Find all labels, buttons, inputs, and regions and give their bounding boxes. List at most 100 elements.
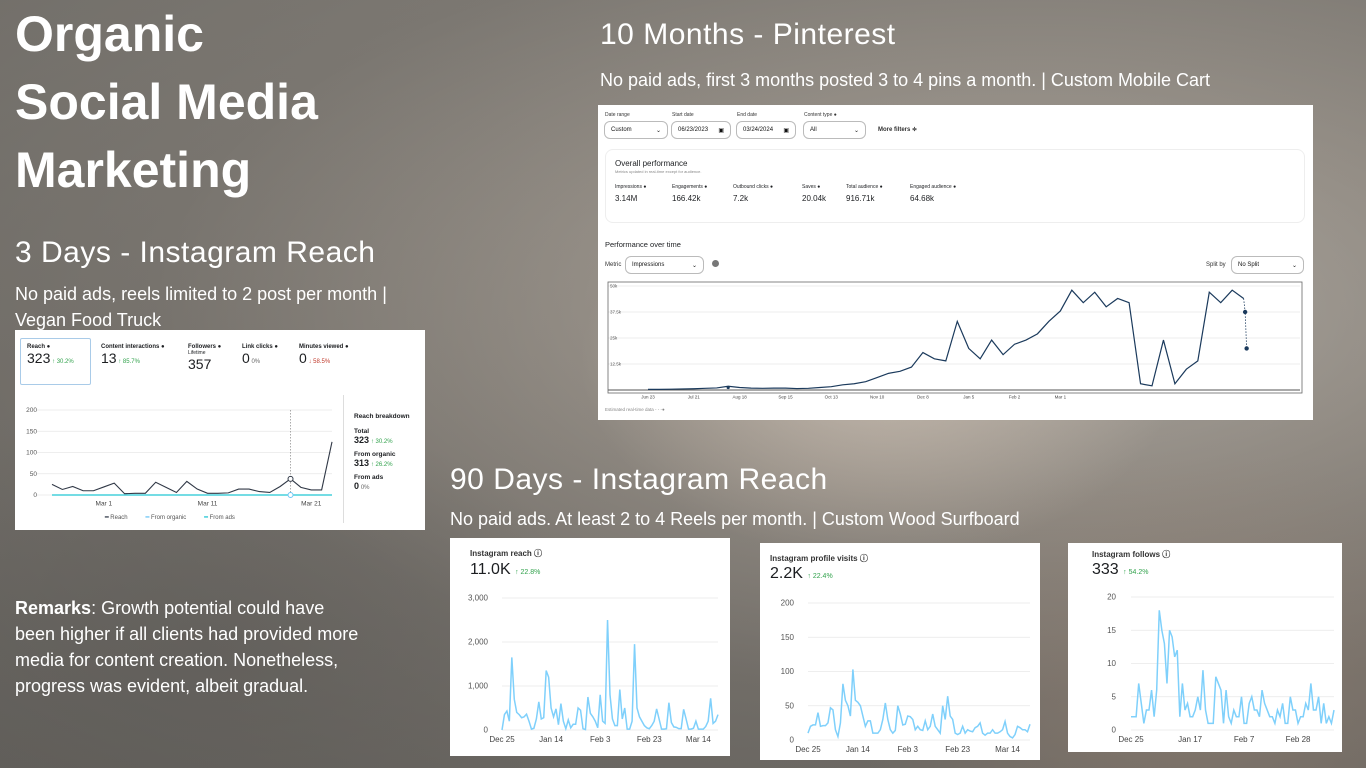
card-value: 333 ↑ 54.2% — [1092, 561, 1149, 578]
content-type-dropdown[interactable]: All ⌄ — [803, 121, 866, 139]
metric-total-audience: Total audience ● 916.71k — [846, 184, 883, 203]
follows-card: Instagram follows ⓘ 333 ↑ 54.2% 0 5 10 15 20… — [1068, 543, 1342, 752]
x-tick-label: Jan 14 — [539, 735, 564, 744]
x-tick-label: Mar 1 — [1055, 395, 1067, 400]
reach-chart-90: 0 1,000 2,000 3,000 Dec 25 Jan 14 Feb 3 Feb 23 M… — [468, 594, 719, 744]
y-tick-label: 0 — [790, 736, 795, 745]
y-tick-label: 50 — [785, 701, 794, 710]
series-impressions — [648, 289, 1244, 390]
card-title: Instagram profile visits ⓘ — [770, 554, 868, 563]
subtitle-line: Vegan Food Truck — [15, 310, 162, 330]
y-tick-label: 10 — [1107, 659, 1116, 668]
metric-label: Metric — [605, 262, 622, 268]
x-tick-label: Feb 3 — [898, 745, 919, 753]
calendar-icon: ▣ — [783, 128, 789, 134]
metric-dropdown[interactable]: Impressions ⌄ — [625, 256, 704, 274]
reach-card: Instagram reach ⓘ 11.0K ↑ 22.8% 0 1,000 2,… — [450, 538, 730, 756]
metric-reach[interactable]: Reach ● 323 ↑ 30.2% — [27, 344, 74, 366]
y-tick-label: 50k — [610, 284, 618, 289]
y-tick-label: 200 — [781, 599, 795, 608]
x-tick-label: Jan 5 — [963, 395, 975, 400]
y-tick-label: 1,000 — [468, 682, 489, 691]
pinterest-subtitle: No paid ads, first 3 months posted 3 to … — [600, 70, 1210, 90]
follows-chart: 0 5 10 15 20 Dec 25 Jan 17 Feb 7 Feb 28 — [1107, 593, 1335, 744]
performance-over-time-title: Performance over time — [605, 240, 681, 249]
remove-metric-icon[interactable] — [712, 260, 719, 267]
series-reach — [51, 441, 333, 495]
x-tick-label: Feb 28 — [1286, 735, 1311, 744]
end-date-input[interactable]: 03/24/2024 ▣ — [736, 121, 796, 139]
overall-performance-card: Overall performance Metrics updated in r… — [605, 149, 1305, 223]
metric-outbound-clicks: Outbound clicks ● 7.2k — [733, 184, 773, 203]
card-value: 11.0K ↑ 22.8% — [470, 561, 541, 578]
title-line: Social Media — [15, 74, 318, 130]
y-tick-label: 100 — [26, 450, 37, 457]
hover-point — [287, 492, 294, 498]
x-tick-label: Mar 11 — [198, 501, 218, 508]
x-tick-label: Feb 2 — [1009, 395, 1021, 400]
series-visits — [807, 669, 1031, 740]
x-tick-label: Aug 18 — [733, 395, 748, 400]
y-tick-label: 150 — [781, 633, 795, 642]
split-by-dropdown[interactable]: No Split ⌄ — [1231, 256, 1304, 274]
metric-minutes-viewed[interactable]: Minutes viewed ● 0 ↓ 58.5% — [299, 344, 349, 366]
reach-metric-selected[interactable] — [20, 338, 91, 385]
metric-engagements: Engagements ● 166.42k — [672, 184, 708, 203]
legend-organic: ━ From organic — [145, 515, 187, 521]
ig90-heading: 90 Days - Instagram Reach — [450, 463, 828, 496]
x-tick-label: Mar 14 — [995, 745, 1020, 753]
reach-breakdown: Reach breakdown Total 323 ↑ 30.2% From or… — [354, 413, 410, 491]
x-tick-label: Dec 25 — [489, 735, 515, 744]
x-tick-label: Feb 23 — [637, 735, 662, 744]
start-date-input[interactable]: 06/23/2023 ▣ — [671, 121, 731, 139]
metric-followers[interactable]: Followers ● Lifetime 357 — [188, 344, 222, 372]
x-tick-label: Jun 23 — [641, 395, 655, 400]
card-title: Instagram reach ⓘ — [470, 549, 543, 558]
y-tick-label: 37.5k — [610, 310, 622, 315]
y-tick-label: 50 — [30, 471, 38, 478]
y-tick-label: 0 — [33, 492, 37, 499]
split-by-label: Split by — [1206, 262, 1226, 268]
x-tick-label: Feb 7 — [1234, 735, 1255, 744]
estimated-point — [1244, 346, 1249, 351]
title-line: Marketing — [15, 142, 252, 198]
remarks: Remarks: Growth potential could have bee… — [15, 598, 359, 696]
end-date-label: End date — [737, 112, 758, 118]
metric-link-clicks[interactable]: Link clicks ● 0 0% — [242, 344, 278, 366]
more-filters-button[interactable]: More filters ≑ — [878, 127, 918, 133]
title-line: Organic — [15, 6, 204, 62]
y-tick-label: 3,000 — [468, 594, 489, 603]
series-estimated — [1243, 298, 1248, 349]
x-tick-label: Jan 17 — [1178, 735, 1203, 744]
hover-point — [287, 475, 294, 482]
estimated-point — [1242, 309, 1248, 315]
divider — [343, 395, 344, 523]
impressions-chart: 12.5k 25k 37.5k 50k Jun 23 Jul 21 Aug 18 Sep 15… — [607, 281, 1303, 400]
overall-note: Metrics updated in real-time except for … — [615, 169, 702, 174]
series-follows — [1131, 610, 1335, 727]
subtitle-line: No paid ads, reels limited to 2 post per… — [15, 284, 387, 304]
data-point — [726, 385, 730, 390]
x-tick-label: Dec 25 — [795, 745, 821, 753]
x-tick-label: Feb 23 — [945, 745, 970, 753]
x-tick-label: Dec 8 — [917, 395, 929, 400]
ig90-subtitle: No paid ads. At least 2 to 4 Reels per m… — [450, 509, 1020, 529]
date-range-dropdown[interactable]: Custom ⌄ — [604, 121, 668, 139]
y-tick-label: 200 — [26, 407, 37, 414]
pinterest-panel: Date range Custom ⌄ Start date 06/23/2023… — [598, 105, 1313, 420]
date-range-label: Date range — [605, 112, 630, 118]
x-tick-label: Nov 10 — [870, 395, 885, 400]
calendar-icon: ▣ — [718, 128, 724, 134]
chart-legend: ━ Reach ━ From organic ━ From ads — [105, 514, 235, 521]
y-tick-label: 0 — [1112, 726, 1117, 735]
overall-title: Overall performance — [615, 159, 688, 168]
metric-content-interactions[interactable]: Content interactions ● 13 ↑ 85.7% — [101, 344, 165, 366]
ig3-heading: 3 Days - Instagram Reach — [15, 236, 376, 269]
page-title: Organic Social Media Marketing — [15, 0, 318, 204]
x-tick-label: Jan 14 — [846, 745, 871, 753]
legend-ads: ━ From ads — [204, 515, 235, 521]
x-tick-label: Mar 1 — [96, 501, 113, 508]
card-title: Instagram follows ⓘ — [1092, 550, 1171, 559]
x-tick-label: Mar 21 — [301, 501, 322, 508]
y-tick-label: 2,000 — [468, 638, 489, 647]
